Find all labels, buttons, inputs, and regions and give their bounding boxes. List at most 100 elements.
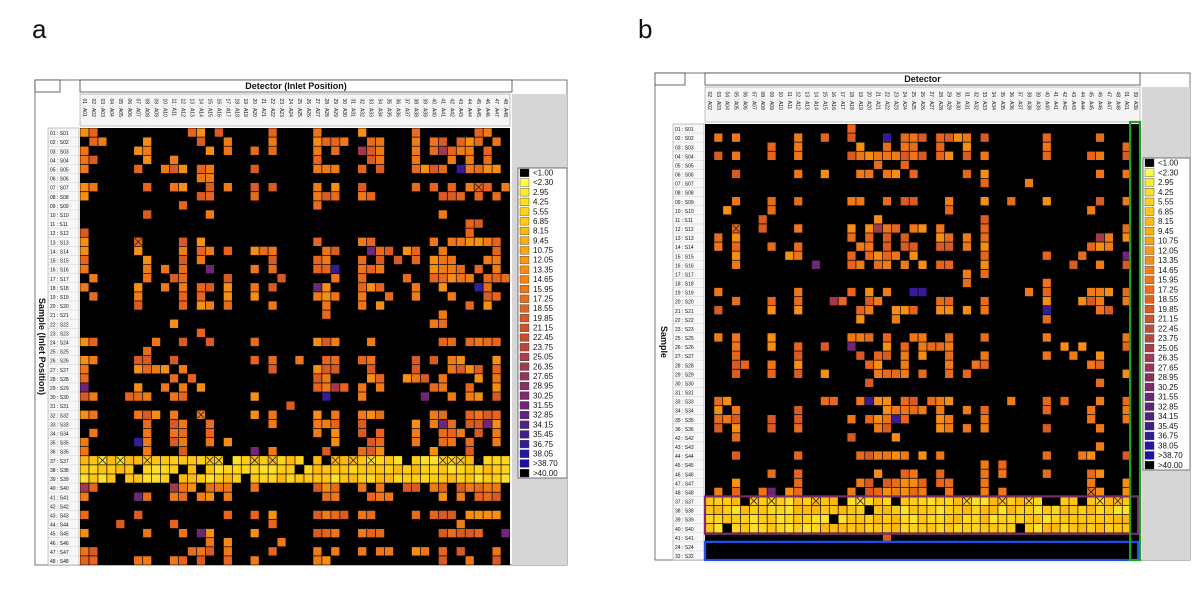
heatmap-cell — [205, 547, 215, 556]
column-label: 46 : A46 — [1097, 92, 1103, 111]
heatmap-cell — [80, 510, 89, 520]
heatmap-cell — [492, 410, 501, 419]
heatmap-cell — [80, 374, 89, 383]
heatmap-cell — [874, 396, 883, 406]
heatmap-cell — [474, 492, 483, 501]
heatmap-cell — [438, 337, 447, 347]
column-label: 02 : A02 — [706, 92, 712, 111]
heatmap-cell — [794, 505, 803, 515]
heatmap-cell — [882, 151, 892, 160]
heatmap-cell — [714, 306, 723, 315]
row-label: 08 : S08 — [50, 195, 69, 201]
heatmap-cell — [918, 496, 927, 506]
heatmap-cell — [447, 428, 456, 438]
heatmap-cell — [918, 369, 927, 378]
heatmap-cell — [874, 415, 883, 424]
row-label: 11 : S11 — [50, 222, 68, 228]
heatmap-cell — [980, 151, 989, 160]
x-mark — [856, 497, 865, 505]
heatmap-cell — [331, 492, 340, 501]
heatmap-cell — [980, 524, 989, 533]
heatmap-cell — [429, 419, 438, 429]
cells — [80, 128, 510, 565]
heatmap-cell — [829, 396, 838, 406]
heatmap-cell — [1122, 333, 1131, 342]
heatmap-cell — [1069, 260, 1078, 269]
heatmap-cell — [375, 374, 385, 383]
heatmap-cell — [313, 283, 322, 292]
heatmap-cell — [125, 456, 134, 465]
x-mark — [998, 497, 1007, 505]
heatmap-cell — [143, 365, 152, 374]
heatmap-cell — [367, 355, 376, 365]
heatmap-cell — [80, 547, 89, 556]
heatmap-cell — [794, 405, 803, 415]
heatmap-cell — [286, 456, 295, 465]
heatmap-cell — [187, 483, 197, 492]
heatmap-cell — [367, 410, 376, 419]
heatmap-cell — [367, 437, 376, 447]
heatmap-cell — [865, 496, 874, 506]
heatmap-cell — [178, 428, 188, 438]
heatmap-cell — [714, 151, 723, 160]
heatmap-cell — [178, 292, 188, 301]
column-label: 35 : A35 — [999, 92, 1005, 111]
column-label: 39 : A39 — [421, 99, 427, 118]
heatmap-cell — [1016, 505, 1025, 515]
legend-swatch — [1144, 256, 1155, 265]
heatmap-cell — [492, 465, 501, 474]
heatmap-cell — [196, 173, 206, 183]
column-label: 32 : A32 — [359, 99, 365, 118]
heatmap-cell — [918, 405, 927, 415]
heatmap-cell — [918, 478, 927, 487]
heatmap-cell — [80, 437, 89, 447]
heatmap-cell — [998, 460, 1007, 469]
column-label: 19 : A19 — [242, 99, 248, 118]
heatmap-cell — [358, 264, 367, 274]
heatmap-cell — [1024, 505, 1034, 515]
heatmap-cell — [205, 283, 215, 292]
heatmap-cell — [160, 383, 170, 392]
column-label: 11 : A11 — [171, 99, 177, 117]
heatmap-cell — [89, 410, 98, 419]
heatmap-cell — [945, 151, 954, 160]
row-label: 37 : S37 — [675, 500, 694, 506]
heatmap-cell — [945, 369, 954, 378]
legend-label: 5.55 — [1158, 198, 1174, 207]
legend-label: <1.00 — [1158, 159, 1179, 168]
heatmap-cell — [259, 456, 268, 465]
legend-label: >40.00 — [533, 469, 558, 478]
column-label: 04 : A04 — [108, 99, 114, 118]
heatmap-cell — [474, 337, 483, 347]
heatmap-cell — [313, 182, 322, 192]
heatmap-cell — [723, 496, 732, 506]
legend-label: 26.35 — [1158, 354, 1179, 363]
heatmap-cell — [483, 419, 492, 429]
heatmap-cell — [169, 274, 179, 283]
heatmap-cell — [1122, 405, 1131, 415]
heatmap-cell — [927, 496, 936, 506]
highlight-box-last-column — [1129, 120, 1142, 562]
row-label: 07 : S07 — [675, 182, 694, 188]
heatmap-cell — [483, 146, 492, 155]
legend-label: 13.35 — [1158, 256, 1179, 265]
row-label: 38 : S38 — [675, 509, 694, 515]
legend-swatch — [1144, 353, 1155, 362]
heatmap-cell — [134, 510, 143, 520]
heatmap-cell — [429, 255, 438, 265]
heatmap-cell — [134, 246, 143, 256]
heatmap-cell — [794, 478, 803, 487]
heatmap-cell — [731, 351, 741, 360]
heatmap-cell — [856, 524, 865, 533]
column-label: 33 : A33 — [981, 92, 987, 111]
heatmap-cell — [909, 169, 918, 179]
heatmap-cell — [1060, 505, 1069, 515]
heatmap-cell — [882, 478, 892, 487]
row-label: 44 : S44 — [675, 454, 694, 460]
heatmap-cell — [178, 283, 188, 292]
heatmap-cell — [767, 333, 776, 342]
heatmap-cell — [856, 315, 865, 324]
heatmap-cell — [838, 524, 847, 533]
heatmap-cell — [1122, 142, 1131, 151]
heatmap-cell — [268, 264, 277, 274]
